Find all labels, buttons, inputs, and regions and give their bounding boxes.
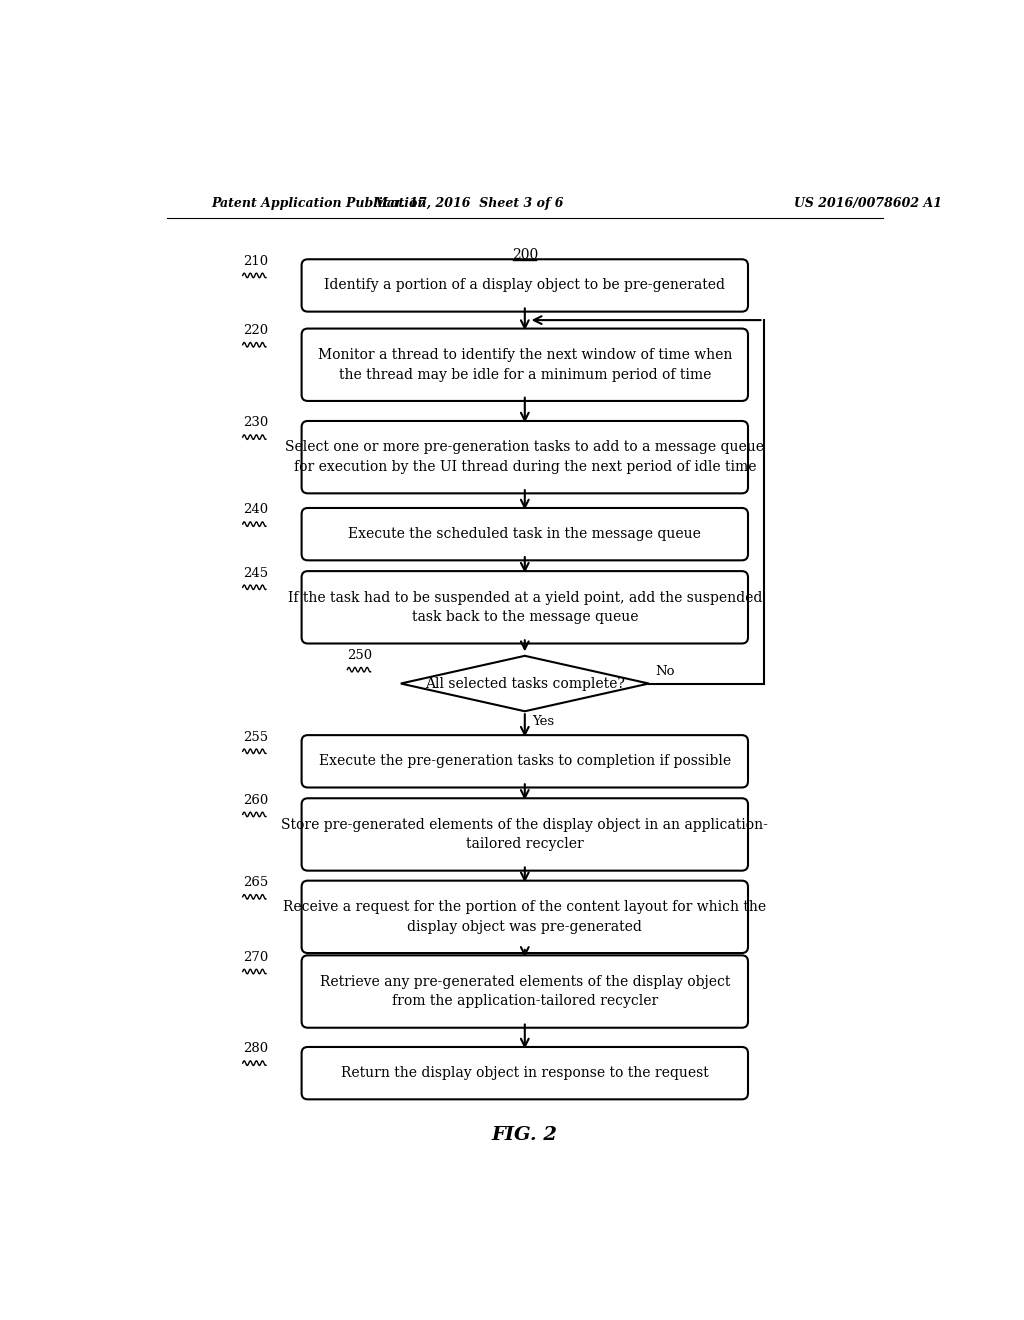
Text: Monitor a thread to identify the next window of time when
the thread may be idle: Monitor a thread to identify the next wi… bbox=[317, 348, 732, 381]
Text: 200: 200 bbox=[512, 248, 538, 261]
Text: US 2016/0078602 A1: US 2016/0078602 A1 bbox=[795, 197, 942, 210]
Text: 255: 255 bbox=[243, 730, 268, 743]
Text: Execute the pre-generation tasks to completion if possible: Execute the pre-generation tasks to comp… bbox=[318, 754, 731, 768]
Text: If the task had to be suspended at a yield point, add the suspended
task back to: If the task had to be suspended at a yie… bbox=[288, 590, 762, 624]
Text: All selected tasks complete?: All selected tasks complete? bbox=[425, 677, 625, 690]
Text: Patent Application Publication: Patent Application Publication bbox=[212, 197, 427, 210]
Text: 265: 265 bbox=[243, 876, 268, 890]
FancyBboxPatch shape bbox=[302, 1047, 748, 1100]
FancyBboxPatch shape bbox=[302, 572, 748, 644]
Text: 270: 270 bbox=[243, 950, 268, 964]
Text: 240: 240 bbox=[243, 503, 268, 516]
FancyBboxPatch shape bbox=[302, 508, 748, 561]
Text: Identify a portion of a display object to be pre-generated: Identify a portion of a display object t… bbox=[325, 279, 725, 293]
Text: 245: 245 bbox=[243, 566, 268, 579]
Text: Retrieve any pre-generated elements of the display object
from the application-t: Retrieve any pre-generated elements of t… bbox=[319, 974, 730, 1008]
FancyBboxPatch shape bbox=[302, 421, 748, 494]
FancyBboxPatch shape bbox=[302, 735, 748, 788]
Text: 280: 280 bbox=[243, 1043, 268, 1056]
Text: Receive a request for the portion of the content layout for which the
display ob: Receive a request for the portion of the… bbox=[284, 900, 766, 933]
Text: Return the display object in response to the request: Return the display object in response to… bbox=[341, 1067, 709, 1080]
FancyBboxPatch shape bbox=[302, 259, 748, 312]
Text: 260: 260 bbox=[243, 793, 268, 807]
Text: 210: 210 bbox=[243, 255, 268, 268]
Text: 250: 250 bbox=[347, 649, 373, 663]
Text: 220: 220 bbox=[243, 323, 268, 337]
Text: Select one or more pre-generation tasks to add to a message queue
for execution : Select one or more pre-generation tasks … bbox=[286, 441, 764, 474]
Text: 230: 230 bbox=[243, 416, 268, 429]
FancyBboxPatch shape bbox=[302, 799, 748, 871]
FancyBboxPatch shape bbox=[302, 329, 748, 401]
Text: Mar. 17, 2016  Sheet 3 of 6: Mar. 17, 2016 Sheet 3 of 6 bbox=[374, 197, 564, 210]
FancyBboxPatch shape bbox=[302, 880, 748, 953]
Text: Store pre-generated elements of the display object in an application-
tailored r: Store pre-generated elements of the disp… bbox=[282, 817, 768, 851]
FancyBboxPatch shape bbox=[302, 956, 748, 1028]
Text: Yes: Yes bbox=[532, 715, 555, 729]
Text: No: No bbox=[655, 665, 675, 678]
Text: Execute the scheduled task in the message queue: Execute the scheduled task in the messag… bbox=[348, 527, 701, 541]
Polygon shape bbox=[400, 656, 649, 711]
Text: FIG. 2: FIG. 2 bbox=[492, 1126, 558, 1143]
